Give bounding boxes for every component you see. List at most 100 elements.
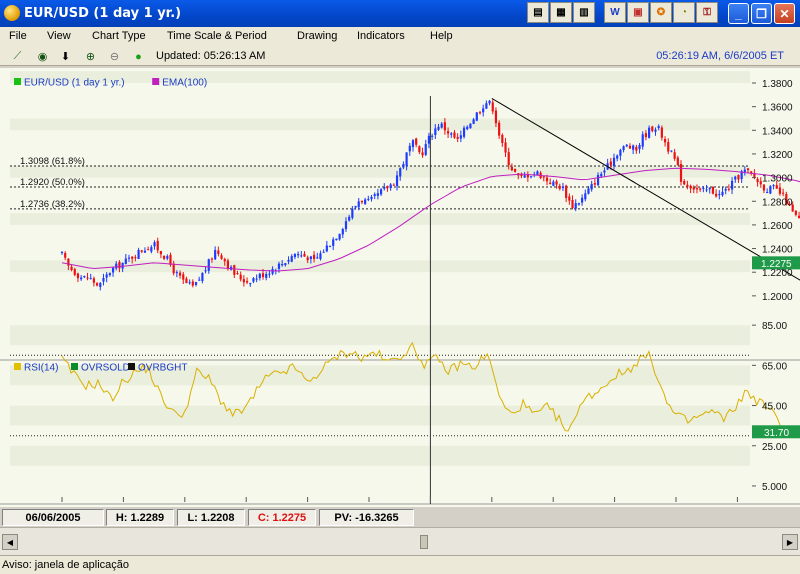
line-draw-icon[interactable]: ⟋ bbox=[13, 50, 22, 62]
candle bbox=[150, 245, 153, 254]
candle bbox=[405, 152, 408, 171]
candle bbox=[207, 258, 210, 274]
scroll-left-icon[interactable]: ◀ bbox=[2, 534, 18, 550]
candle bbox=[676, 155, 679, 166]
status-high: H: 1.2289 bbox=[106, 509, 174, 526]
candle bbox=[376, 188, 379, 200]
arrow-down-icon[interactable]: ⬇ bbox=[60, 51, 71, 63]
layout-icon[interactable]: ▣ bbox=[627, 2, 649, 23]
candle bbox=[523, 171, 526, 179]
candle bbox=[83, 275, 86, 279]
server-clock: 05:26:19 AM, 6/6/2005 ET bbox=[656, 50, 784, 62]
candle bbox=[115, 261, 118, 271]
menu-time-scale[interactable]: Time Scale & Period bbox=[167, 30, 267, 42]
candle bbox=[60, 251, 64, 255]
candle bbox=[711, 186, 715, 195]
menu-file[interactable]: File bbox=[9, 30, 27, 42]
rsi-tick-label: 85.00 bbox=[762, 321, 787, 332]
key-icon[interactable]: ⚿ bbox=[696, 2, 718, 23]
candle bbox=[297, 251, 300, 259]
menu-drawing[interactable]: Drawing bbox=[297, 30, 338, 42]
candle bbox=[134, 254, 137, 262]
zoom-out-icon[interactable]: ⊖ bbox=[109, 51, 120, 63]
menu-indicators[interactable]: Indicators bbox=[357, 30, 405, 42]
candle bbox=[341, 227, 344, 239]
legends: EUR/USD (1 day 1 yr.) EMA(100) RSI(14) OVRS… bbox=[14, 78, 207, 374]
last-rsi-box bbox=[752, 425, 800, 439]
star-icon[interactable]: ✪ bbox=[650, 2, 672, 23]
candle bbox=[111, 266, 115, 277]
last-price-label: 1.2275 bbox=[761, 259, 792, 270]
candle bbox=[612, 153, 616, 170]
candle bbox=[462, 125, 466, 139]
candle bbox=[775, 180, 778, 189]
candle bbox=[587, 186, 590, 195]
candle bbox=[399, 167, 402, 181]
minimize-button[interactable]: _ bbox=[728, 3, 749, 24]
clock-icon[interactable]: ◔ bbox=[673, 2, 695, 23]
scroll-right-icon[interactable]: ▶ bbox=[782, 534, 798, 550]
candle bbox=[328, 245, 332, 248]
candle bbox=[759, 177, 762, 188]
candle bbox=[769, 185, 772, 195]
candle bbox=[408, 142, 411, 156]
candle bbox=[459, 130, 462, 143]
candle bbox=[287, 256, 290, 265]
scroll-thumb[interactable] bbox=[420, 535, 428, 549]
candle bbox=[364, 197, 367, 206]
candle bbox=[80, 274, 83, 281]
menu-help[interactable]: Help bbox=[430, 30, 453, 42]
candle bbox=[137, 247, 140, 260]
word-icon[interactable]: W bbox=[604, 2, 626, 23]
status-pv: PV: -16.3265 bbox=[319, 509, 414, 526]
candle bbox=[163, 255, 166, 261]
candle bbox=[625, 143, 628, 148]
price-chart[interactable]: 1.3098 (61.8%) 1.2920 (50.0%) 1.2736 (38.2… bbox=[0, 68, 800, 507]
candle bbox=[670, 150, 673, 153]
restore-button[interactable]: ❐ bbox=[751, 3, 772, 24]
legend-swatch bbox=[71, 363, 78, 370]
status-bar: 06/06/2005 H: 1.2289 L: 1.2208 C: 1.2275… bbox=[0, 507, 800, 527]
candle bbox=[766, 188, 769, 194]
page-icon[interactable]: ▦ bbox=[550, 2, 572, 23]
candle bbox=[498, 120, 501, 139]
legend-label: RSI(14) bbox=[24, 363, 58, 374]
candle bbox=[127, 254, 131, 262]
window-title: EUR/USD (1 day 1 yr.) bbox=[24, 6, 182, 21]
close-button[interactable]: ✕ bbox=[774, 3, 795, 24]
candle bbox=[478, 110, 482, 115]
candle bbox=[411, 139, 415, 152]
candle bbox=[788, 201, 791, 206]
candle bbox=[99, 282, 102, 291]
candle bbox=[252, 277, 255, 284]
candle bbox=[70, 264, 73, 272]
rsi-line bbox=[61, 341, 800, 435]
candle bbox=[699, 187, 702, 192]
candle bbox=[797, 211, 800, 219]
candle bbox=[255, 274, 258, 283]
candle bbox=[131, 256, 134, 264]
candle bbox=[415, 137, 418, 148]
calc-icon[interactable]: ▥ bbox=[573, 2, 595, 23]
candle bbox=[201, 272, 204, 284]
menu-chart-type[interactable]: Chart Type bbox=[92, 30, 146, 42]
candle bbox=[558, 183, 561, 191]
target-icon[interactable]: ◉ bbox=[37, 51, 48, 63]
notice-bar: Aviso: janela de aplicação bbox=[0, 555, 800, 574]
candle bbox=[791, 201, 794, 212]
candle bbox=[431, 133, 434, 141]
horizontal-scrollbar[interactable]: ◀ ▶ bbox=[0, 527, 800, 555]
candle bbox=[657, 124, 660, 131]
last-price-box bbox=[752, 256, 800, 270]
doc-icon[interactable]: ▤ bbox=[527, 2, 549, 23]
candle bbox=[482, 104, 485, 117]
globe-icon[interactable]: ● bbox=[135, 50, 142, 63]
candle bbox=[191, 279, 194, 288]
x-axis: 07/0108/0209/0110/0111/0112/0101/0302/01… bbox=[61, 497, 738, 502]
zoom-in-icon[interactable]: ⊕ bbox=[85, 51, 96, 63]
candle bbox=[102, 273, 105, 286]
candle bbox=[86, 272, 89, 281]
candle bbox=[453, 130, 456, 139]
menu-view[interactable]: View bbox=[47, 30, 71, 42]
